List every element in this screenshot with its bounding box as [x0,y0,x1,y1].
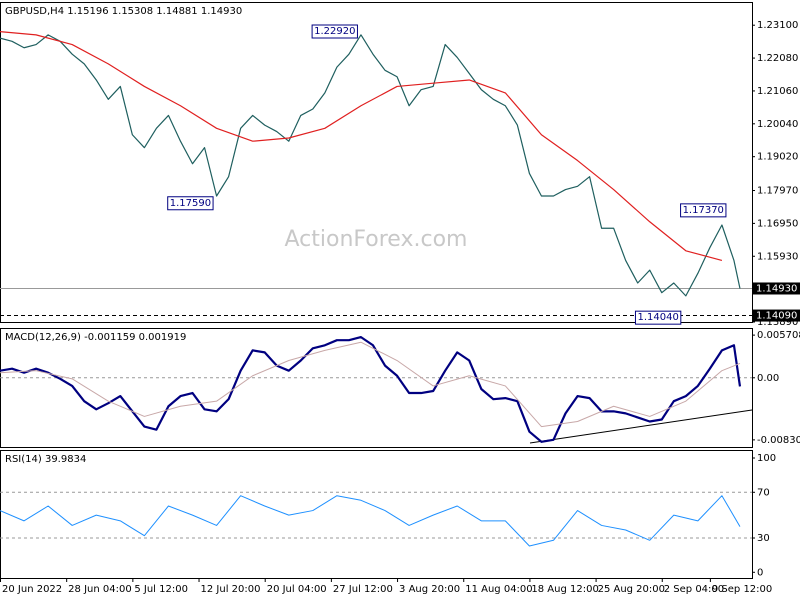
panel-title: MACD(12,26,9) -0.001159 0.001919 [5,332,186,343]
x-tick-label: 20 Jul 04:00 [267,584,327,595]
x-tick-label: 3 Aug 20:00 [399,584,460,595]
y-tick-label: 1.22080 [757,53,798,64]
y-tick-label: 1.16950 [757,218,798,229]
trend-line [529,409,753,444]
x-tick-label: 28 Jun 04:00 [68,584,132,595]
x-tick-label: 20 Jun 2022 [2,584,62,595]
y-tick-label: 1.20040 [757,119,798,130]
panel-frame [0,2,753,323]
y-tick-label: 30 [757,533,770,544]
panel-title: GBPUSD,H4 1.15196 1.15308 1.14881 1.1493… [5,6,242,17]
y-tick-label: 1.23100 [757,20,798,31]
y-tick-label: 70 [757,487,770,498]
annotation-box [311,24,358,39]
series-line [0,495,741,547]
panel-frame [0,328,753,448]
series-line [0,336,742,443]
annotation-label: 1.17370 [683,205,724,216]
price-label: 1.14930 [756,283,797,294]
x-tick-label: 2 Sep 04:00 [664,584,724,595]
y-tick-label: 100 [757,453,776,464]
y-tick-label: 1.19020 [757,152,798,163]
x-tick-label: 27 Jul 12:00 [333,584,393,595]
x-tick-label: 11 Aug 04:00 [465,584,532,595]
series-line [0,341,741,428]
annotation-box [634,310,682,325]
watermark: ActionForex.com [285,227,468,252]
annotation-label: 1.17590 [170,198,211,209]
x-tick-label: 9 Sep 12:00 [712,584,772,595]
annotation-label: 1.22920 [314,26,355,37]
panel-frame [0,450,753,579]
annotation-label: 1.14040 [637,312,678,323]
y-tick-label: 0.005708 [757,330,800,341]
y-tick-label: 1.21060 [757,86,798,97]
x-tick-label: 25 Aug 20:00 [598,584,665,595]
annotation-box [680,203,727,218]
x-tick-label: 18 Aug 12:00 [531,584,598,595]
y-tick-label: -0.008308 [757,435,800,446]
panel-title: RSI(14) 39.9834 [5,454,86,465]
x-tick-label: 5 Jul 12:00 [134,584,188,595]
annotation-box [167,196,214,211]
x-tick-label: 12 Jul 20:00 [201,584,261,595]
price-label: 1.14090 [756,311,797,322]
price-label-box [753,282,800,295]
series-line [0,34,741,297]
price-label-box [753,309,800,322]
y-tick-label: 0 [757,567,763,578]
y-tick-label: 1.15930 [757,251,798,262]
y-tick-label: 1.13890 [757,317,798,328]
y-tick-label: 1.17970 [757,186,798,197]
y-tick-label: 0.00 [757,373,779,384]
series-line [0,31,723,262]
